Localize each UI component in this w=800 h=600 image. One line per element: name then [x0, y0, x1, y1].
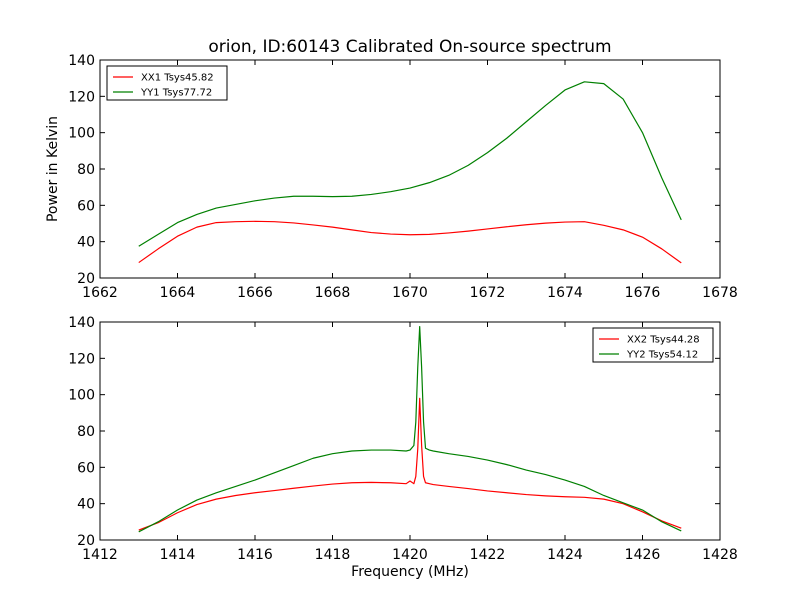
bottom-legend-label-2: YY2 Tsys54.12 — [626, 350, 698, 361]
bottom-x-tick-label: 1412 — [82, 547, 118, 563]
bottom-legend-label-1: XX2 Tsys44.28 — [627, 335, 700, 346]
top-y-tick-label: 60 — [77, 198, 95, 214]
top-y-axis-label: Power in Kelvin — [45, 116, 61, 222]
top-y-tick-label: 40 — [77, 235, 95, 251]
top-y-tick-label: 100 — [68, 126, 95, 142]
bottom-x-tick-label: 1414 — [160, 547, 196, 563]
bottom-x-tick-label: 1418 — [315, 547, 351, 563]
bottom-x-tick-label: 1428 — [702, 547, 738, 563]
bottom-x-tick-label: 1422 — [470, 547, 506, 563]
top-chart: 1662 1664 1666 1668 1670 1672 1674 1676 1678 20 40… — [45, 37, 738, 301]
top-y-tick-label: 20 — [77, 271, 95, 287]
bottom-x-axis-label: Frequency (MHz) — [351, 564, 469, 580]
bottom-x-tick-label: 1424 — [547, 547, 583, 563]
top-y-tick-label: 120 — [68, 89, 95, 105]
top-series-line-1 — [138, 220, 682, 264]
bottom-y-tick-label: 80 — [77, 424, 95, 440]
top-x-tick-label: 1662 — [82, 285, 118, 301]
top-y-tick-label: 140 — [68, 53, 95, 69]
bottom-y-tick-label: 40 — [77, 497, 95, 513]
bottom-x-tick-label: 1420 — [392, 547, 428, 563]
bottom-y-tick-label: 120 — [68, 351, 95, 367]
top-x-tick-label: 1666 — [237, 285, 273, 301]
top-legend: XX1 Tsys45.82 YY1 Tsys77.72 — [106, 65, 228, 101]
bottom-chart: 1412 1414 1416 1418 1420 1422 1424 1426 1428 20 40… — [68, 315, 738, 580]
bottom-x-tick-label: 1416 — [237, 547, 273, 563]
top-y-tick-label: 80 — [77, 162, 95, 178]
bottom-y-tick-label: 140 — [68, 315, 95, 331]
bottom-legend: XX2 Tsys44.28 YY2 Tsys54.12 — [592, 327, 714, 363]
top-x-tick-label: 1670 — [392, 285, 428, 301]
top-chart-title: orion, ID:60143 Calibrated On-source spe… — [208, 37, 611, 57]
top-legend-box — [106, 65, 228, 101]
top-series-line-2 — [138, 81, 682, 247]
bottom-y-tick-label: 60 — [77, 460, 95, 476]
top-legend-label-1: XX1 Tsys45.82 — [141, 73, 214, 84]
top-x-tick-label: 1668 — [315, 285, 351, 301]
top-x-tick-label: 1674 — [547, 285, 583, 301]
top-x-tick-label: 1664 — [160, 285, 196, 301]
bottom-y-tick-label: 100 — [68, 388, 95, 404]
top-x-tick-label: 1672 — [470, 285, 506, 301]
top-x-tick-label: 1678 — [702, 285, 738, 301]
bottom-legend-box — [592, 327, 714, 363]
bottom-series-line-2 — [138, 325, 682, 533]
top-x-tick-label: 1676 — [625, 285, 661, 301]
bottom-series-line-1 — [138, 397, 682, 531]
bottom-x-tick-label: 1426 — [625, 547, 661, 563]
top-legend-label-2: YY1 Tsys77.72 — [140, 88, 212, 99]
bottom-y-tick-label: 20 — [77, 533, 95, 549]
